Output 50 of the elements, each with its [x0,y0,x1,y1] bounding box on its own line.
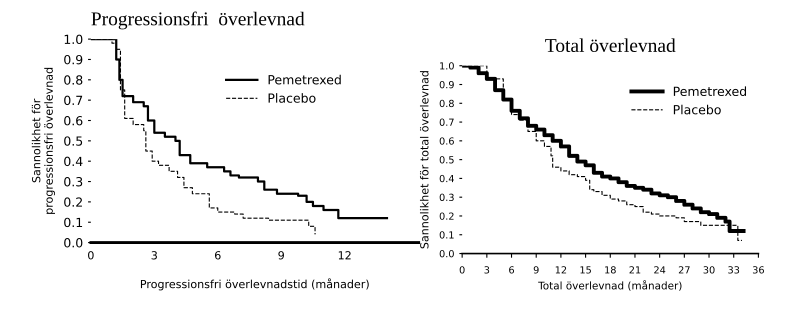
y-tick-label: 0.7 [64,96,82,106]
y-tick-label: 0.5 [64,136,82,146]
y-tick-label: 0.4 [64,156,83,166]
y-tick-label: 0.1 [440,231,454,239]
x-tick-label: 6 [215,251,221,260]
y-tick-label: 0.2 [64,197,82,207]
x-tick-label: 0 [460,266,465,274]
y-tick-label: 1.0 [64,34,82,44]
x-tick-label: 27 [678,266,690,274]
y-tick-label: 0.3 [440,194,454,202]
y-tick-label: 0.4 [440,174,454,182]
y-tick-label: 0.1 [64,218,82,228]
y-tick-label: 1.0 [440,62,454,70]
chart-title: Progressionsfri överlevnad [91,12,304,30]
y-tick-label: 0.9 [64,54,82,64]
x-tick-label: 9 [534,266,539,274]
y-tick-label: 0.8 [440,100,454,108]
chart-title: Total överlevnad [545,38,676,52]
legend-label: Pemetrexed [674,86,746,96]
y-tick-label: 0.6 [440,137,454,145]
y-tick-label: 0.7 [440,118,454,126]
x-tick-label: 3 [484,266,490,274]
x-tick-label: 33 [728,266,740,274]
y-tick-label: 0.0 [64,238,82,248]
x-tick-label: 18 [605,266,616,274]
y-axis-title: Sannolikhet för total överlevnad [420,71,429,248]
x-tick-label: 12 [338,251,351,260]
x-axis-title: Progressionsfri överlevnadstid (månader) [140,278,369,290]
x-axis-title: Total överlevnad (månader) [538,280,682,291]
y-tick-label: 0.6 [64,116,82,126]
legend-label: Placebo [268,93,316,103]
x-tick-label: 15 [580,266,591,274]
y-tick-label: 0.5 [440,156,454,164]
y-tick-label: 0.3 [64,177,82,186]
y-tick-label: 0.9 [440,80,454,88]
x-tick-label: 9 [278,251,284,260]
x-tick-label: 3 [152,251,157,260]
x-tick-label: 12 [556,266,566,274]
y-tick-label: 0.8 [64,75,82,85]
x-tick-label: 21 [629,266,640,274]
x-tick-label: 30 [704,266,715,274]
y-axis-title: Sannolikhet för progressionsfri överlevnad [32,68,55,214]
x-tick-label: 0 [88,251,94,260]
x-tick-label: 6 [509,266,514,274]
legend-label: Placebo [674,104,721,114]
y-tick-label: 0.2 [440,212,454,220]
y-tick-label: 0.0 [440,250,454,258]
x-tick-label: 36 [752,266,764,274]
legend-label: Pemetrexed [268,74,341,84]
x-tick-label: 24 [654,266,666,274]
